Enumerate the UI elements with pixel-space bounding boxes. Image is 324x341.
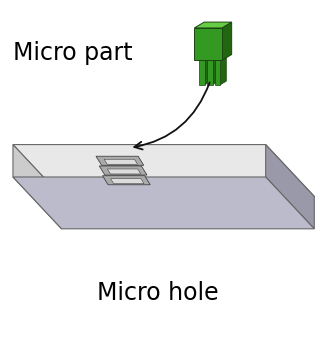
Polygon shape — [222, 22, 232, 60]
Polygon shape — [102, 176, 150, 185]
Polygon shape — [107, 169, 141, 174]
Polygon shape — [96, 156, 144, 165]
Polygon shape — [13, 145, 62, 229]
Polygon shape — [266, 145, 314, 229]
Text: Micro hole: Micro hole — [97, 281, 219, 305]
Polygon shape — [194, 22, 232, 28]
Polygon shape — [194, 28, 222, 60]
Polygon shape — [214, 60, 220, 85]
Polygon shape — [199, 60, 205, 85]
Polygon shape — [205, 57, 211, 85]
Polygon shape — [213, 57, 218, 85]
Polygon shape — [199, 57, 211, 60]
Polygon shape — [207, 57, 218, 60]
Polygon shape — [220, 57, 226, 85]
Polygon shape — [13, 177, 314, 229]
Text: Micro part: Micro part — [13, 41, 133, 65]
Polygon shape — [104, 159, 138, 164]
Polygon shape — [13, 145, 314, 196]
Polygon shape — [110, 179, 144, 184]
Polygon shape — [99, 166, 147, 175]
Polygon shape — [207, 60, 213, 85]
Polygon shape — [214, 57, 226, 60]
